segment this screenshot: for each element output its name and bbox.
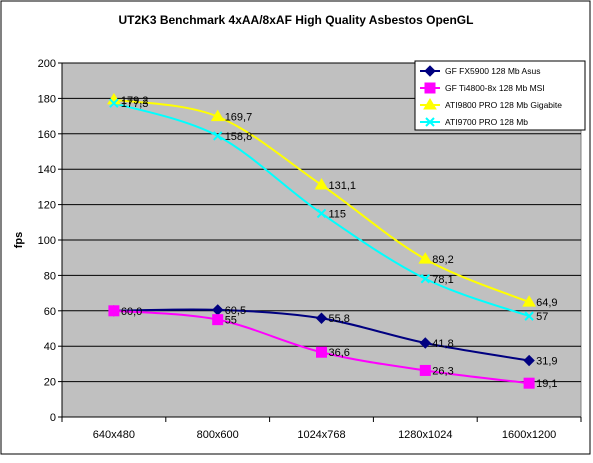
x-tick-label: 1024x768: [297, 429, 345, 441]
data-label-s2-p4: 64,9: [536, 297, 557, 309]
data-label-s1-p1: 55: [225, 315, 237, 327]
data-point-s2-p3: [418, 252, 433, 264]
legend-marker: [424, 65, 436, 77]
data-label-s3-p4: 57: [536, 311, 548, 323]
x-marker-stroke: [212, 131, 223, 141]
legend-entry: GF Ti4800-8x 128 Mb MSI: [445, 83, 545, 93]
data-label-s0-p4: 31,9: [536, 356, 557, 368]
legend-entry: ATI9700 PRO 128 Mb: [445, 117, 528, 127]
series-markers: [107, 92, 536, 389]
y-tick-label: 20: [44, 377, 56, 389]
data-label-s1-p4: 19,1: [536, 378, 557, 390]
y-tick-label: 200: [38, 58, 56, 70]
x-marker-stroke: [524, 311, 534, 321]
legend-marker: [423, 98, 437, 110]
legend-entry: ATI9800 PRO 128 Mb Gigabite: [445, 100, 562, 110]
data-point-s1-p0: [108, 305, 120, 317]
y-tick-label: 160: [38, 129, 56, 141]
y-tick-label: 80: [44, 270, 56, 282]
y-tick-label: 120: [38, 200, 56, 212]
data-label-s0-p2: 55,8: [329, 313, 350, 325]
data-label-s1-p3: 26,3: [432, 365, 453, 377]
data-point-s2-p4: [522, 295, 536, 307]
legend-marker: [425, 117, 435, 127]
x-marker-stroke: [316, 208, 327, 219]
data-label-s1-p2: 36,6: [329, 347, 350, 359]
data-point-s3-p0: [109, 98, 119, 108]
data-point-s3-p4: [524, 311, 534, 321]
data-point-s1-p3: [419, 364, 431, 376]
y-tick-label: 60: [44, 306, 56, 318]
data-label-s0-p1: 60,5: [225, 305, 246, 317]
axes: 0 20 40 60 80 100 120 140 160 180 200 640x480 800x60…: [38, 58, 582, 441]
y-tick-label: 100: [38, 235, 56, 247]
data-point-s0-p3: [419, 337, 432, 349]
legend: GF FX5900 128 Mb Asus GF Ti4800-8x 128 Mb…: [414, 60, 586, 131]
chart-title: UT2K3 Benchmark 4xAA/8xAF High Quality A…: [119, 13, 474, 27]
y-tick-label: 180: [38, 93, 56, 105]
data-point-s0-p2: [315, 312, 328, 324]
x-tick-label: 1280x1024: [398, 429, 452, 441]
data-point-s2-p2: [314, 177, 329, 190]
y-tick-label: 0: [50, 412, 56, 424]
data-point-s3-p1: [212, 131, 223, 141]
data-label-s0-p3: 41,8: [432, 338, 453, 350]
data-point-s1-p4: [523, 377, 535, 389]
x-marker-stroke: [109, 98, 119, 108]
data-label-s2-p1: 169,7: [225, 112, 253, 124]
data-label-s2-p0: 179,2: [121, 95, 149, 107]
data-label-s3-p0: 177,3: [121, 98, 149, 110]
y-tick-label: 140: [38, 164, 56, 176]
data-point-s2-p1: [210, 109, 225, 122]
data-label-s2-p2: 131,1: [329, 180, 357, 192]
data-labels: 60,0 60,555,841,831,95536,626,319,1179,21…: [121, 95, 558, 390]
legend-entry: GF FX5900 128 Mb Asus: [445, 66, 540, 76]
data-point-s3-p3: [420, 274, 431, 284]
data-label-s2-p3: 89,2: [432, 254, 453, 266]
legend-marker: [424, 82, 436, 94]
legend-box: [414, 60, 586, 131]
data-point-s0-p4: [523, 354, 535, 367]
data-label-s3-p1: 158,8: [225, 131, 253, 143]
data-label-s3-p3: 78,1: [432, 274, 453, 286]
data-label-s3-p2: 115: [329, 208, 347, 220]
x-tick-label: 800x600: [197, 429, 239, 441]
x-marker-stroke: [420, 274, 431, 284]
y-axis-label: fps: [13, 232, 25, 249]
x-tick-label: 640x480: [93, 429, 135, 441]
x-marker-stroke: [425, 117, 435, 127]
x-tick-label: 1600x1200: [502, 429, 556, 441]
data-point-s1-p2: [316, 346, 327, 358]
data-point-s1-p1: [212, 314, 224, 326]
y-tick-label: 40: [44, 341, 56, 353]
data-label-s0-p0: 60,0: [121, 306, 142, 318]
data-point-s3-p2: [316, 208, 327, 219]
